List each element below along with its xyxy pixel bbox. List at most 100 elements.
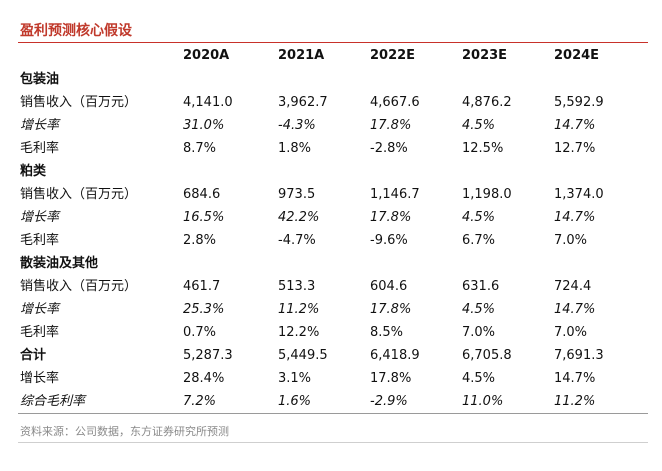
table-row: 销售收入（百万元） 4,141.0 3,962.7 4,667.6 4,876.… bbox=[18, 91, 648, 114]
header-cell-label bbox=[18, 43, 181, 68]
table-cell: 14.7% bbox=[554, 371, 596, 386]
row-label: 毛利率 bbox=[20, 325, 60, 340]
table-cell: 28.4% bbox=[183, 371, 225, 386]
table-row: 增长率 28.4% 3.1% 17.8% 4.5% 14.7% bbox=[18, 367, 648, 390]
title-divider bbox=[18, 42, 648, 43]
table-cell: 14.7% bbox=[554, 118, 596, 133]
table-cell: 1,198.0 bbox=[462, 187, 512, 202]
table-cell: 973.5 bbox=[278, 187, 316, 202]
table-cell: 631.6 bbox=[462, 279, 500, 294]
forecast-table: 2020A 2021A 2022E 2023E 2024E 包装油 销售收入（百… bbox=[18, 43, 648, 413]
table-cell: 7.2% bbox=[183, 394, 217, 409]
header-row: 2020A 2021A 2022E 2023E 2024E bbox=[18, 43, 648, 68]
table-title: 盈利预测核心假设 bbox=[20, 23, 132, 39]
table-cell: 1,146.7 bbox=[370, 187, 420, 202]
table-cell: 7.0% bbox=[554, 325, 588, 340]
section-heading-row: 散装油及其他 bbox=[18, 252, 648, 275]
section-heading: 包装油 bbox=[20, 72, 60, 87]
forecast-table-panel: 盈利预测核心假设 2020A 2021A 2022E 2023E 2024E 包… bbox=[18, 20, 648, 443]
section-heading-row: 包装油 bbox=[18, 68, 648, 91]
table-cell: 16.5% bbox=[183, 210, 225, 225]
header-cell-year: 2022E bbox=[370, 48, 416, 63]
table-cell: 4.5% bbox=[462, 302, 496, 317]
table-cell: 17.8% bbox=[370, 118, 412, 133]
source-note: 资料来源：公司数据，东方证券研究所预测 bbox=[20, 425, 229, 438]
header-cell-year: 2024E bbox=[554, 48, 600, 63]
table-cell: 25.3% bbox=[183, 302, 225, 317]
table-cell: -4.3% bbox=[278, 118, 316, 133]
row-label: 综合毛利率 bbox=[20, 394, 86, 409]
table-cell: 1,374.0 bbox=[554, 187, 604, 202]
row-label: 销售收入（百万元） bbox=[20, 95, 138, 110]
table-cell: 5,287.3 bbox=[183, 348, 233, 363]
table-cell: 17.8% bbox=[370, 210, 412, 225]
table-cell: 31.0% bbox=[183, 118, 225, 133]
total-label: 合计 bbox=[20, 348, 47, 363]
table-cell: 3.1% bbox=[278, 371, 312, 386]
section-heading-row: 粕类 bbox=[18, 160, 648, 183]
table-cell: -2.8% bbox=[370, 141, 408, 156]
table-cell: 604.6 bbox=[370, 279, 408, 294]
table-cell: 4.5% bbox=[462, 118, 496, 133]
table-row: 增长率 25.3% 11.2% 17.8% 4.5% 14.7% bbox=[18, 298, 648, 321]
table-cell: 3,962.7 bbox=[278, 95, 328, 110]
table-cell: 42.2% bbox=[278, 210, 320, 225]
table-cell: 6,418.9 bbox=[370, 348, 420, 363]
row-label: 毛利率 bbox=[20, 141, 60, 156]
table-cell: 7,691.3 bbox=[554, 348, 604, 363]
table-cell: 17.8% bbox=[370, 371, 412, 386]
table-cell: 4,876.2 bbox=[462, 95, 512, 110]
table-cell: 8.7% bbox=[183, 141, 217, 156]
row-label: 销售收入（百万元） bbox=[20, 279, 138, 294]
table-cell: 4,667.6 bbox=[370, 95, 420, 110]
table-cell: 513.3 bbox=[278, 279, 316, 294]
row-label: 增长率 bbox=[20, 118, 60, 133]
table-cell: 12.7% bbox=[554, 141, 596, 156]
table-cell: 6.7% bbox=[462, 233, 496, 248]
table-cell: 12.5% bbox=[462, 141, 504, 156]
table-cell: 5,592.9 bbox=[554, 95, 604, 110]
header-cell-year: 2023E bbox=[462, 48, 508, 63]
table-cell: -9.6% bbox=[370, 233, 408, 248]
table-bottom-rule bbox=[18, 413, 648, 414]
table-cell: 8.5% bbox=[370, 325, 404, 340]
table-cell: 5,449.5 bbox=[278, 348, 328, 363]
row-label: 增长率 bbox=[20, 302, 60, 317]
table-cell: 11.2% bbox=[278, 302, 320, 317]
header-cell-year: 2020A bbox=[183, 48, 230, 63]
table-row: 综合毛利率 7.2% 1.6% -2.9% 11.0% 11.2% bbox=[18, 390, 648, 413]
table-cell: 11.0% bbox=[462, 394, 504, 409]
table-row: 销售收入（百万元） 684.6 973.5 1,146.7 1,198.0 1,… bbox=[18, 183, 648, 206]
source-rule bbox=[18, 442, 648, 443]
table-cell: 7.0% bbox=[462, 325, 496, 340]
section-heading: 粕类 bbox=[20, 164, 47, 179]
table-row: 毛利率 8.7% 1.8% -2.8% 12.5% 12.7% bbox=[18, 137, 648, 160]
table-cell: 2.8% bbox=[183, 233, 217, 248]
table-cell: 1.6% bbox=[278, 394, 312, 409]
row-label: 销售收入（百万元） bbox=[20, 187, 138, 202]
row-label: 毛利率 bbox=[20, 233, 60, 248]
table-row: 销售收入（百万元） 461.7 513.3 604.6 631.6 724.4 bbox=[18, 275, 648, 298]
table-cell: 12.2% bbox=[278, 325, 320, 340]
table-cell: -4.7% bbox=[278, 233, 316, 248]
table-row: 增长率 31.0% -4.3% 17.8% 4.5% 14.7% bbox=[18, 114, 648, 137]
table-row: 增长率 16.5% 42.2% 17.8% 4.5% 14.7% bbox=[18, 206, 648, 229]
table-row: 毛利率 2.8% -4.7% -9.6% 6.7% 7.0% bbox=[18, 229, 648, 252]
table-cell: 14.7% bbox=[554, 210, 596, 225]
table-cell: 684.6 bbox=[183, 187, 221, 202]
table-cell: 1.8% bbox=[278, 141, 312, 156]
table-row: 毛利率 0.7% 12.2% 8.5% 7.0% 7.0% bbox=[18, 321, 648, 344]
table-cell: 724.4 bbox=[554, 279, 592, 294]
table-cell: 14.7% bbox=[554, 302, 596, 317]
table-cell: 7.0% bbox=[554, 233, 588, 248]
header-cell-year: 2021A bbox=[278, 48, 325, 63]
table-cell: 4,141.0 bbox=[183, 95, 233, 110]
table-cell: 17.8% bbox=[370, 302, 412, 317]
table-cell: 11.2% bbox=[554, 394, 596, 409]
table-cell: 4.5% bbox=[462, 371, 496, 386]
table-cell: 4.5% bbox=[462, 210, 496, 225]
row-label: 增长率 bbox=[20, 210, 60, 225]
table-cell: -2.9% bbox=[370, 394, 408, 409]
total-row: 合计 5,287.3 5,449.5 6,418.9 6,705.8 7,691… bbox=[18, 344, 648, 367]
row-label: 增长率 bbox=[20, 371, 60, 386]
